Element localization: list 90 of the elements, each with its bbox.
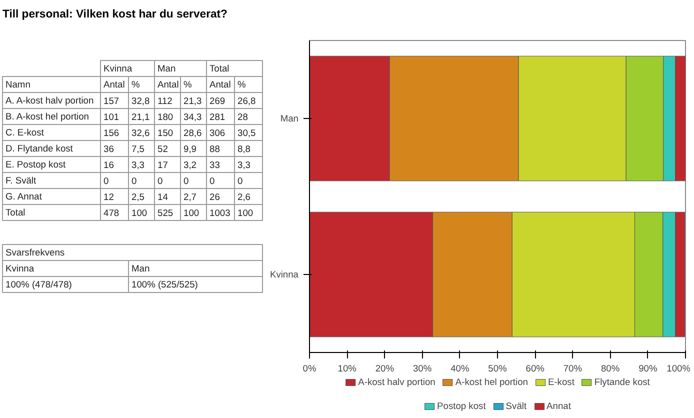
x-tick-label: 50%	[488, 364, 507, 374]
legend-label: A-kost halv portion	[358, 377, 436, 387]
text: 2,6	[238, 192, 250, 202]
text: 0	[210, 176, 215, 186]
text: C. E-kost	[6, 128, 44, 138]
text: 112	[158, 96, 172, 106]
text: Total	[6, 208, 26, 218]
legend-label: A-kost hel portion	[455, 377, 528, 387]
text: 52	[158, 144, 168, 154]
text: 156	[104, 128, 120, 138]
text: 0	[158, 176, 163, 186]
text: Man	[132, 264, 150, 274]
text: 33	[210, 160, 220, 170]
text: 180	[158, 112, 174, 122]
x-tick-label: 30%	[412, 364, 432, 374]
text: 2,5	[132, 192, 144, 202]
x-tick-label: 60%	[526, 364, 544, 374]
text: 12	[104, 192, 114, 202]
x-tick-label: 70%	[563, 364, 582, 374]
text: 100	[184, 208, 200, 218]
text: F. Svält	[6, 176, 36, 186]
x-tick-label: 90%	[638, 364, 658, 374]
text: Man	[158, 64, 176, 74]
x-tick-label: 0%	[302, 364, 316, 374]
text: 0	[184, 176, 189, 186]
legend-label: Annat	[546, 401, 571, 411]
text: Svarsfrekvens	[6, 248, 65, 258]
legend-label: Postop kost	[437, 401, 486, 411]
text: 16	[104, 160, 114, 170]
text: Kvinna	[104, 64, 133, 74]
text: Kvinna	[6, 264, 35, 274]
text: Antal	[104, 80, 125, 90]
text: B. A-kost hel portion	[6, 112, 89, 122]
text: %	[238, 80, 246, 90]
text: 88	[210, 144, 220, 154]
x-tick-label: 40%	[450, 364, 470, 374]
text: Total	[210, 64, 230, 74]
text: 26	[210, 192, 220, 202]
text: 0	[238, 176, 243, 186]
text: 281	[210, 112, 226, 122]
text: 306	[210, 128, 226, 138]
legend-label: E-kost	[548, 377, 574, 387]
text: 17	[158, 160, 168, 170]
text: %	[184, 80, 192, 90]
text: 150	[158, 128, 174, 138]
text: %	[132, 80, 140, 90]
legend-label: Flytande kost	[594, 377, 650, 387]
text: 100	[238, 208, 254, 218]
text: 28	[238, 112, 248, 122]
text: 34,3	[184, 112, 202, 122]
text: Antal	[158, 80, 179, 90]
text: G. Annat	[6, 192, 42, 202]
text: 100	[132, 208, 148, 218]
text: 0	[132, 176, 137, 186]
text: 8,8	[238, 144, 250, 154]
text: 100% (478/478)	[6, 280, 72, 290]
x-tick-label: 10%	[338, 364, 356, 374]
text: 32,8	[132, 96, 150, 106]
x-tick-label: 20%	[375, 364, 394, 374]
text: 157	[104, 96, 120, 106]
text: 269	[210, 96, 226, 106]
text: 0	[104, 176, 109, 186]
text: 21,3	[184, 96, 202, 106]
text: 100% (525/525)	[132, 280, 198, 290]
text: 2,7	[184, 192, 196, 202]
text: 7,5	[132, 144, 144, 154]
text: 101	[104, 112, 120, 122]
text: Antal	[210, 80, 231, 90]
text: A. A-kost halv portion	[6, 96, 94, 106]
text: 28,6	[184, 128, 202, 138]
text: 478	[104, 208, 120, 218]
text: 525	[158, 208, 174, 218]
text: E. Postop kost	[6, 160, 66, 170]
text: Namn	[6, 80, 30, 90]
text: 9,9	[184, 144, 196, 154]
text: D. Flytande kost	[6, 144, 74, 154]
legend-label: Svält	[506, 401, 527, 411]
text: 21,1	[132, 112, 150, 122]
text: 3,3	[132, 160, 144, 170]
text: 30,5	[238, 128, 256, 138]
text: 1003	[210, 208, 230, 218]
text: 3,3	[238, 160, 250, 170]
text: Till personal: Vilken kost har du serverat?	[2, 8, 228, 20]
x-tick-label: 100%	[666, 364, 690, 374]
text: 3,2	[184, 160, 196, 170]
x-tick-label: 80%	[600, 364, 620, 374]
text: 32,6	[132, 128, 150, 138]
text: 26,8	[238, 96, 256, 106]
text: 14	[158, 192, 168, 202]
text: 36	[104, 144, 114, 154]
